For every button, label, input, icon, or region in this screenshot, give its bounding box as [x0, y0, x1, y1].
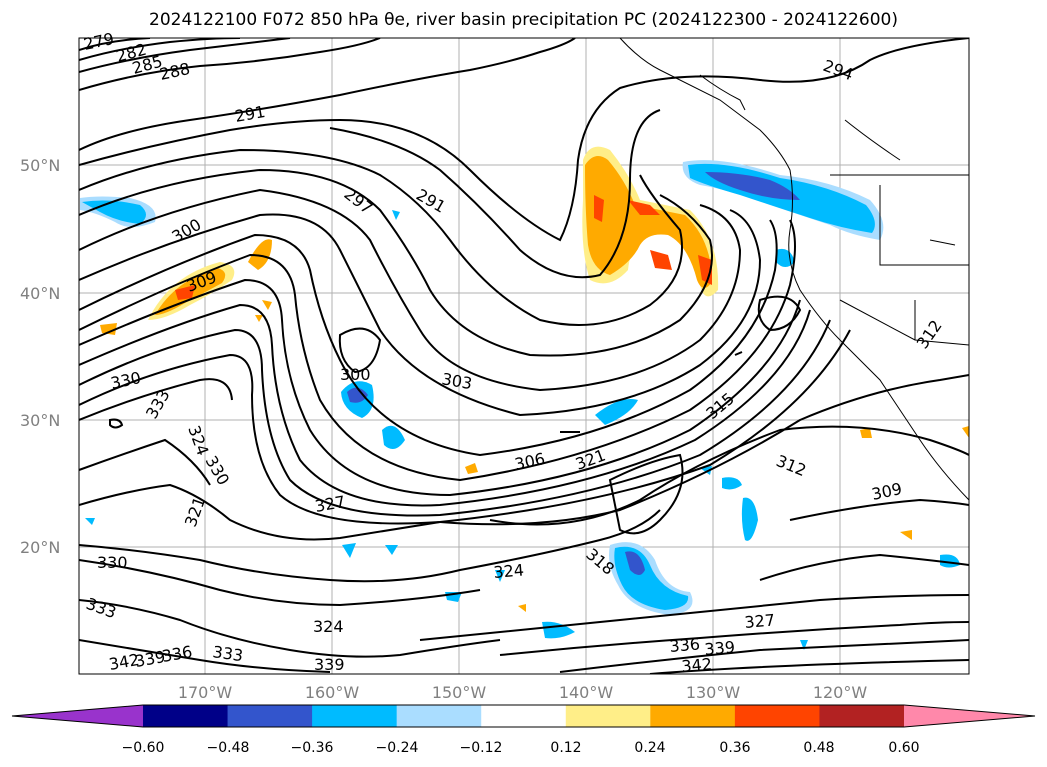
- longitude-labels: 170°W 160°W 150°W 140°W 130°W 120°W: [178, 683, 868, 702]
- contour-label: 324: [313, 617, 344, 636]
- coastline: [619, 38, 969, 501]
- colorbar: −0.60 −0.48 −0.36 −0.24 −0.12 0.12 0.24 …: [11, 704, 1036, 756]
- colorbar-extend-low: [12, 705, 143, 727]
- latitude-labels: 50°N 40°N 30°N 20°N: [20, 156, 60, 557]
- colorbar-tick-label: −0.12: [460, 740, 503, 756]
- lon-label: 170°W: [178, 683, 233, 702]
- colorbar-tick-label: −0.60: [122, 740, 165, 756]
- lat-label: 20°N: [20, 538, 60, 557]
- colorbar-tick-label: 0.48: [803, 740, 834, 756]
- lat-label: 40°N: [20, 284, 60, 303]
- contour-label: 342: [681, 654, 713, 676]
- colorbar-tick-label: 0.24: [634, 740, 665, 756]
- lon-label: 140°W: [559, 683, 614, 702]
- lat-label: 30°N: [20, 411, 60, 430]
- colorbar-swatch: [396, 705, 482, 727]
- map-title: 2024122100 F072 850 hPa θe, river basin …: [149, 10, 898, 30]
- lon-label: 150°W: [432, 683, 487, 702]
- lat-label: 50°N: [20, 156, 60, 175]
- contour-label: 336: [669, 634, 701, 656]
- colorbar-extend-high: [904, 705, 1035, 727]
- lon-label: 120°W: [813, 683, 868, 702]
- colorbar-ticks: −0.60 −0.48 −0.36 −0.24 −0.12 0.12 0.24 …: [122, 740, 920, 756]
- colorbar-swatch: [312, 705, 398, 727]
- colorbar-tick-label: −0.48: [207, 740, 250, 756]
- colorbar-swatch: [565, 705, 651, 727]
- map-frame: [78, 37, 970, 675]
- colorbar-swatch: [819, 705, 905, 727]
- contour-label: 324: [493, 560, 525, 582]
- colorbar-swatch: [650, 705, 736, 727]
- contour-label: 339: [314, 655, 345, 674]
- colorbar-swatches: [143, 705, 905, 727]
- colorbar-tick-label: −0.24: [376, 740, 419, 756]
- precip-positive-shading: [100, 146, 969, 612]
- colorbar-tick-label: 0.36: [719, 740, 750, 756]
- lon-label: 130°W: [686, 683, 741, 702]
- contour-label: 333: [211, 642, 244, 665]
- contour-label: 300: [340, 365, 371, 384]
- colorbar-swatch: [734, 705, 820, 727]
- colorbar-tick-label: −0.36: [291, 740, 334, 756]
- colorbar-swatch: [227, 705, 313, 727]
- map-plot-area: [79, 38, 969, 674]
- contour-label: 330: [97, 553, 128, 572]
- graticule: [79, 38, 969, 674]
- contour-label: 327: [744, 610, 776, 632]
- theta-e-contours: [79, 38, 969, 674]
- colorbar-tick-label: 0.60: [888, 740, 919, 756]
- colorbar-swatch: [143, 705, 229, 727]
- colorbar-tick-label: 0.12: [550, 740, 581, 756]
- colorbar-swatch: [481, 705, 567, 727]
- lon-label: 160°W: [305, 683, 360, 702]
- contour-label: 339: [704, 637, 736, 659]
